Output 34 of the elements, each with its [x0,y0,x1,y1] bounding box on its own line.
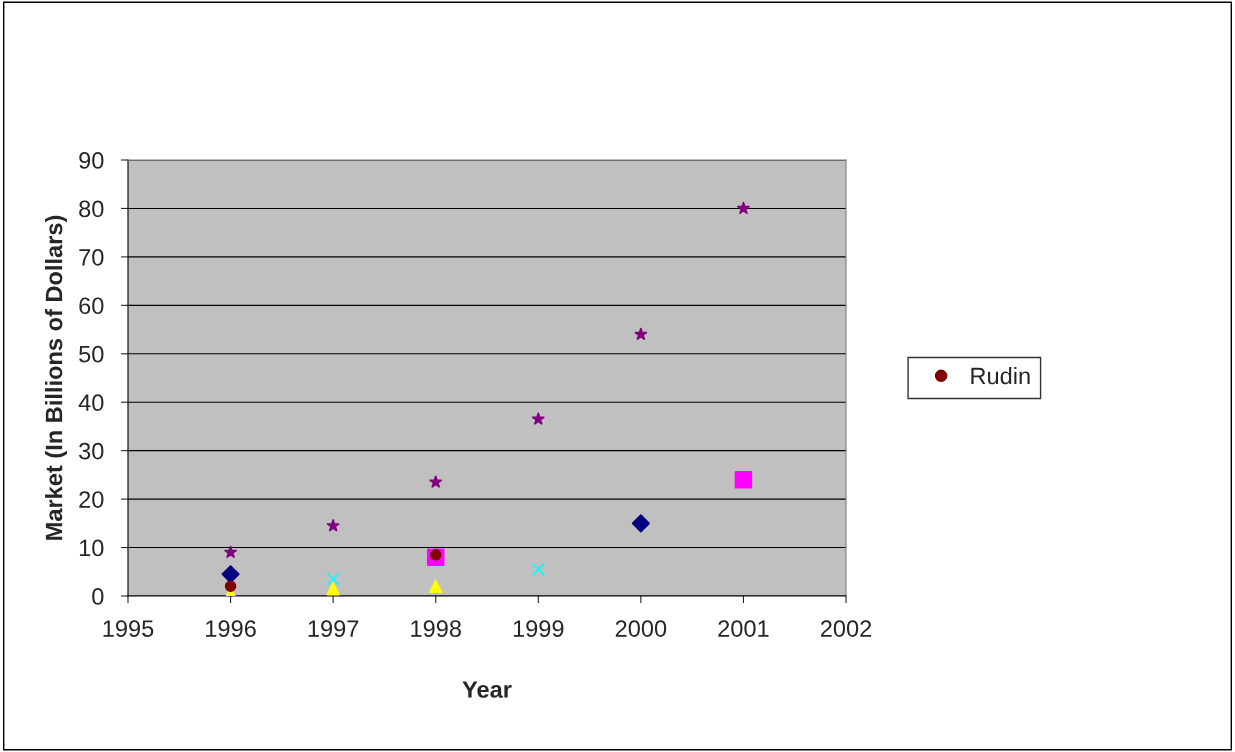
y-tick-label: 30 [79,442,104,460]
x-tick-label: 2000 [615,620,667,637]
point [326,582,340,596]
x-tick-label: 1997 [308,620,359,637]
point [429,475,443,488]
y-tick-label: 0 [92,588,104,605]
point [531,562,545,577]
point [224,545,237,558]
point [326,572,340,586]
x-axis-title: Year [462,681,512,698]
y-tick-label: 50 [79,345,104,363]
x-tick-label: 1999 [513,620,564,637]
x-tick-label: 1995 [103,620,154,637]
y-tick-label: 80 [79,200,104,218]
x-tick-label: 1996 [206,620,256,637]
point [224,580,237,593]
y-axis-title: Market (In Billions of Dollars) [45,215,68,540]
y-tick-label: 90 [79,152,104,169]
point [326,519,340,532]
point [737,201,750,214]
point [634,327,648,340]
x-tick-label: 2001 [718,620,769,637]
x-tick-label: 2002 [820,620,872,637]
y-tick-label: 70 [79,248,104,266]
y-tick-label: 20 [79,491,104,508]
point [631,514,650,533]
point [531,412,545,425]
x-tick-label: 1998 [411,620,461,637]
point [429,579,443,593]
point [734,470,753,489]
y-tick-label: 10 [79,539,104,557]
y-tick-label: 40 [78,394,104,412]
legend-label: Rudin [971,366,1030,385]
y-tick-label: 60 [79,297,104,315]
